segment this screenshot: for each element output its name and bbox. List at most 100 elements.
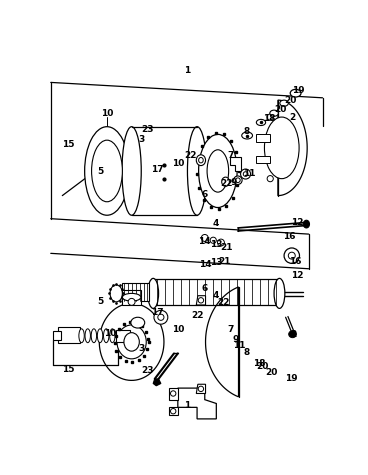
Text: 10: 10 [105,329,117,338]
Ellipse shape [98,329,103,342]
Text: 20: 20 [284,95,296,104]
Ellipse shape [131,317,145,328]
Polygon shape [206,287,238,397]
Ellipse shape [217,239,224,246]
Text: 5: 5 [98,167,104,176]
Text: 11: 11 [233,342,245,351]
Polygon shape [99,304,164,380]
Text: 22: 22 [217,298,229,307]
Text: 22: 22 [191,312,204,321]
Text: 6: 6 [201,190,207,199]
Text: 22: 22 [220,179,233,188]
Bar [153,279,280,306]
Text: 8: 8 [244,127,250,136]
Text: 17: 17 [151,165,163,174]
Text: 6: 6 [201,284,207,293]
Text: 15: 15 [62,365,74,374]
Ellipse shape [267,176,273,182]
Text: 14: 14 [199,260,212,269]
Text: 3: 3 [139,135,145,144]
Ellipse shape [196,155,206,166]
Polygon shape [196,296,206,305]
Text: 1: 1 [184,66,190,76]
Polygon shape [169,388,178,399]
Ellipse shape [267,114,273,120]
Ellipse shape [289,331,296,338]
Ellipse shape [241,169,251,179]
Ellipse shape [187,127,207,215]
Bar [116,330,130,342]
Polygon shape [278,100,307,196]
Polygon shape [169,408,178,415]
Bar [256,155,270,163]
Bar [132,127,197,215]
Polygon shape [230,157,241,171]
Bar [59,326,80,343]
Text: 19: 19 [285,374,297,383]
Text: 7: 7 [227,151,234,160]
Ellipse shape [265,117,299,179]
Bar [256,134,270,142]
Text: 8: 8 [244,348,250,357]
Text: 4: 4 [212,291,219,300]
Text: 5: 5 [98,297,104,306]
Text: 20: 20 [265,368,277,377]
Ellipse shape [198,298,204,303]
Text: 18: 18 [263,114,276,123]
Ellipse shape [288,252,295,259]
Text: 2: 2 [289,113,295,122]
Text: 16: 16 [283,232,296,241]
Text: 20: 20 [256,361,269,371]
Ellipse shape [234,176,242,184]
Ellipse shape [236,178,240,182]
Text: 2: 2 [290,330,296,339]
Polygon shape [196,384,206,393]
Ellipse shape [170,391,176,396]
Ellipse shape [274,278,285,308]
Text: 12: 12 [291,218,303,227]
Text: 9: 9 [232,335,238,344]
Ellipse shape [201,235,208,241]
Ellipse shape [85,127,129,215]
Text: 14: 14 [198,237,210,246]
Ellipse shape [124,332,139,351]
Text: 20: 20 [275,105,287,114]
Text: 18: 18 [252,359,265,368]
Text: 3: 3 [139,344,145,353]
Text: 23: 23 [141,366,154,375]
Text: 10: 10 [173,159,185,168]
Ellipse shape [117,325,146,359]
Ellipse shape [91,329,96,342]
Ellipse shape [199,134,237,208]
Ellipse shape [92,140,123,202]
Text: 17: 17 [151,308,163,317]
Text: 21: 21 [220,243,232,252]
Ellipse shape [123,294,141,301]
Text: 15: 15 [62,140,74,149]
Bar [123,283,149,301]
Ellipse shape [154,310,168,324]
Polygon shape [153,379,161,386]
Text: 16: 16 [290,256,302,266]
Text: 12: 12 [291,271,303,280]
Text: 9: 9 [231,178,237,187]
Ellipse shape [222,177,229,186]
Ellipse shape [284,248,300,263]
Ellipse shape [256,119,266,125]
Bar [53,331,61,341]
Ellipse shape [243,172,248,176]
Ellipse shape [110,285,123,302]
Text: 1: 1 [184,401,190,410]
Ellipse shape [110,329,115,342]
Ellipse shape [210,237,216,243]
Text: 23: 23 [141,125,154,134]
Text: 10: 10 [101,109,113,118]
Text: 13: 13 [210,258,223,267]
Text: 11: 11 [243,169,256,178]
Ellipse shape [199,158,203,163]
Ellipse shape [170,408,176,414]
Ellipse shape [280,100,288,106]
Text: 7: 7 [227,325,234,334]
Text: 4: 4 [212,219,219,228]
Text: 13: 13 [210,240,223,249]
